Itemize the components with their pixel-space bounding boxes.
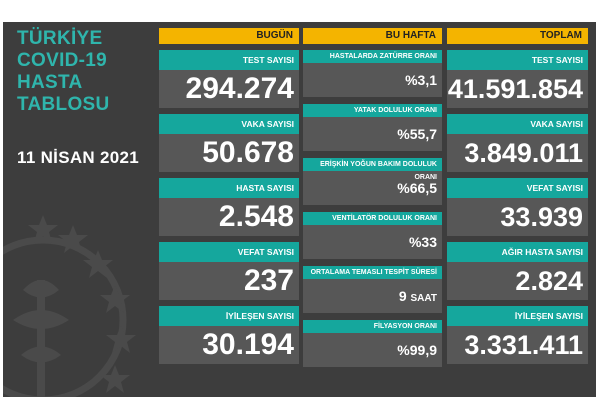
total-case-card: VAKA SAYISI 3.849.011 — [447, 114, 588, 172]
card-value: 50.678 — [202, 136, 294, 169]
card-value: %66,5 — [303, 171, 442, 201]
card-value: 9 SAAT — [303, 279, 442, 309]
card-value: 30.194 — [202, 328, 294, 361]
week-pneumonia-card: HASTALARDA ZATÜRRE ORANI %3,1 — [303, 50, 442, 97]
today-test-card: TEST SAYISI 294.274 — [159, 50, 299, 108]
week-filiation-card: FİLYASYON ORANI %99,9 — [303, 320, 442, 367]
card-label: AĞIR HASTA SAYISI — [447, 242, 588, 262]
total-test-card: TEST SAYISI 41.591.854 — [447, 50, 588, 108]
value-text: %55,7 — [397, 126, 437, 142]
card-value: %99,9 — [303, 333, 442, 363]
title-line: TABLOSU — [17, 94, 110, 115]
total-column: TOPLAM TEST SAYISI 41.591.854 VAKA SAYIS… — [447, 28, 588, 364]
today-patient-card: HASTA SAYISI 2.548 — [159, 178, 299, 236]
card-label: İYİLEŞEN SAYISI — [447, 306, 588, 326]
page-title: TÜRKİYE COVID-19 HASTA TABLOSU — [17, 28, 110, 116]
week-header: BU HAFTA — [303, 28, 442, 44]
card-value: 2.824 — [515, 266, 583, 296]
week-icu-card: ERİŞKİN YOĞUN BAKIM DOLULUK ORANI %66,5 — [303, 158, 442, 205]
card-value: 3.331.411 — [464, 330, 583, 360]
card-label: ORTALAMA TEMASLI TESPİT SÜRESİ — [303, 266, 442, 279]
card-label: YATAK DOLULUK ORANI — [303, 104, 442, 117]
value-unit: SAAT — [410, 293, 437, 304]
card-label: HASTA SAYISI — [159, 178, 299, 198]
covid-table-board: TÜRKİYE COVID-19 HASTA TABLOSU 11 NİSAN … — [3, 22, 596, 397]
card-label: VAKA SAYISI — [447, 114, 588, 134]
card-value: 3.849.011 — [464, 138, 583, 168]
today-header: BUGÜN — [159, 28, 299, 44]
card-value: %3,1 — [303, 63, 442, 93]
today-death-card: VEFAT SAYISI 237 — [159, 242, 299, 300]
week-column: BU HAFTA HASTALARDA ZATÜRRE ORANI %3,1 Y… — [303, 28, 442, 367]
card-label: ERİŞKİN YOĞUN BAKIM DOLULUK ORANI — [303, 158, 442, 181]
today-case-card: VAKA SAYISI 50.678 — [159, 114, 299, 172]
title-line: COVID-19 — [17, 50, 108, 71]
report-date: 11 NİSAN 2021 — [17, 148, 140, 167]
total-severe-card: AĞIR HASTA SAYISI 2.824 — [447, 242, 588, 300]
title-line: TÜRKİYE — [17, 28, 103, 49]
value-text: 9 — [398, 288, 407, 304]
today-recovered-card: İYİLEŞEN SAYISI 30.194 — [159, 306, 299, 364]
card-label: TEST SAYISI — [159, 50, 299, 70]
today-column: BUGÜN TEST SAYISI 294.274 VAKA SAYISI 50… — [159, 28, 299, 364]
card-label: VEFAT SAYISI — [447, 178, 588, 198]
total-recovered-card: İYİLEŞEN SAYISI 3.331.411 — [447, 306, 588, 364]
card-value: 2.548 — [218, 200, 294, 233]
card-label: HASTALARDA ZATÜRRE ORANI — [303, 50, 442, 63]
value-text: %99,9 — [397, 342, 437, 358]
card-value: 41.591.854 — [447, 74, 583, 104]
total-death-card: VEFAT SAYISI 33.939 — [447, 178, 588, 236]
card-label: VAKA SAYISI — [159, 114, 299, 134]
title-line: HASTA — [17, 72, 83, 93]
card-value: 33.939 — [500, 202, 583, 232]
card-label: TEST SAYISI — [447, 50, 588, 70]
card-label: VENTİLATÖR DOLULUK ORANI — [303, 212, 442, 225]
value-text: %66,5 — [397, 180, 437, 196]
ministry-emblem-icon — [3, 215, 136, 397]
card-value: 294.274 — [185, 72, 294, 105]
week-ventilator-card: VENTİLATÖR DOLULUK ORANI %33 — [303, 212, 442, 259]
card-label: FİLYASYON ORANI — [303, 320, 442, 333]
card-label: VEFAT SAYISI — [159, 242, 299, 262]
value-text: %33 — [408, 234, 437, 250]
card-value: %33 — [303, 225, 442, 255]
card-label: İYİLEŞEN SAYISI — [159, 306, 299, 326]
week-contact-card: ORTALAMA TEMASLI TESPİT SÜRESİ 9 SAAT — [303, 266, 442, 313]
week-bed-card: YATAK DOLULUK ORANI %55,7 — [303, 104, 442, 151]
total-header: TOPLAM — [447, 28, 588, 44]
value-text: %3,1 — [405, 72, 437, 88]
card-value: 237 — [243, 264, 294, 297]
card-value: %55,7 — [303, 117, 442, 147]
